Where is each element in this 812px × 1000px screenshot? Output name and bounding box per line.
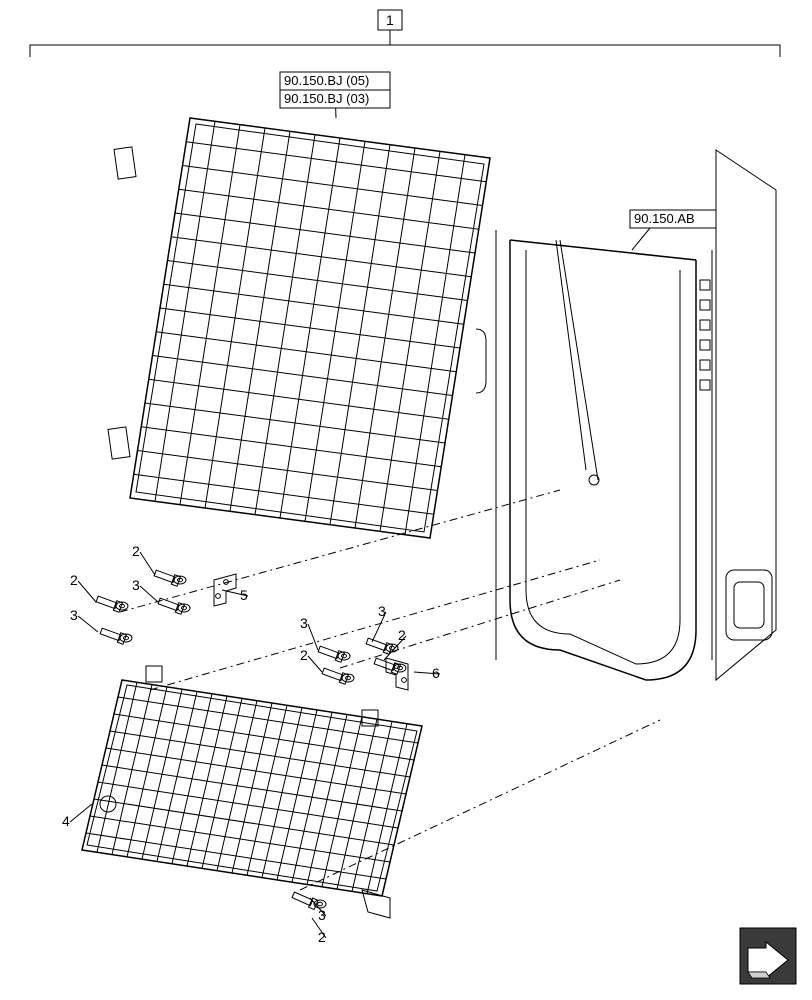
callout-3-text: 3 <box>132 577 140 593</box>
cab-frame <box>496 150 776 680</box>
callouts: 2323532326432 <box>62 543 440 945</box>
ref-label-2-text: 90.150.AB <box>634 211 695 226</box>
callout-2-text: 2 <box>132 543 140 559</box>
callout-12-text: 2 <box>318 929 326 945</box>
ref-label-1: 90.150.BJ (03) <box>280 90 390 108</box>
callout-6-text: 2 <box>300 647 308 663</box>
callout-2: 2 <box>132 543 155 575</box>
callout-5: 3 <box>300 615 318 650</box>
callout-0: 2 <box>70 572 96 602</box>
callout-0-text: 2 <box>70 572 78 588</box>
nav-next-icon[interactable] <box>740 928 796 984</box>
bracket-line <box>30 45 780 57</box>
callout-9: 6 <box>414 665 440 681</box>
parts-diagram: 1 90.150.BJ (05) 90.150.BJ (03) 90.150.A… <box>0 0 812 1000</box>
lower-mesh-guard <box>82 666 422 918</box>
callout-1: 3 <box>70 607 98 632</box>
callout-10-text: 4 <box>62 813 70 829</box>
callout-8-text: 2 <box>398 627 406 643</box>
callout-7: 3 <box>372 603 386 642</box>
callout-4-text: 5 <box>240 587 248 603</box>
reference-labels: 90.150.BJ (05) 90.150.BJ (03) 90.150.AB <box>280 72 716 250</box>
callout-7-text: 3 <box>378 603 386 619</box>
ref-label-2: 90.150.AB <box>630 210 716 250</box>
ref-label-2-leader <box>632 228 650 250</box>
top-bracket: 1 <box>30 10 780 57</box>
ref-label-1-text: 90.150.BJ (03) <box>284 91 369 106</box>
callout-3: 3 <box>132 577 158 602</box>
upper-mesh-guard <box>108 118 490 538</box>
callout-9-text: 6 <box>432 665 440 681</box>
top-bracket-label: 1 <box>386 12 394 28</box>
ref-label-0-text: 90.150.BJ (05) <box>284 73 369 88</box>
callout-11-text: 3 <box>318 907 326 923</box>
assembly-lines <box>120 490 660 890</box>
callout-1-text: 3 <box>70 607 78 623</box>
callout-5-text: 3 <box>300 615 308 631</box>
